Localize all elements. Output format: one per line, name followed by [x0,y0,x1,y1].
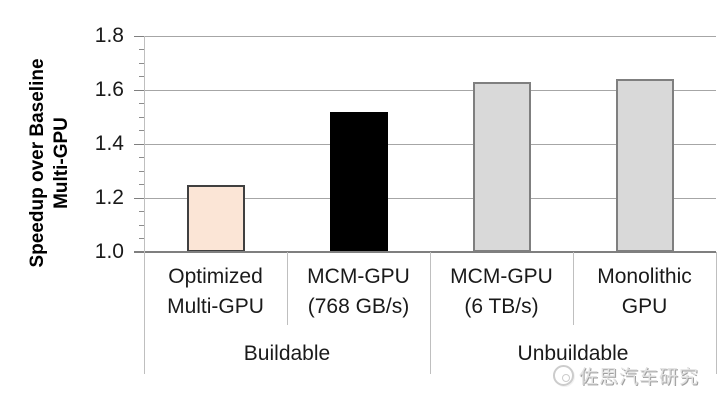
bar [186,184,245,252]
y-axis-minor-tick [139,130,144,131]
y-axis-major-tick [134,35,144,37]
category-label: MCM-GPU (768 GB/s) [287,262,430,322]
car-logo-icon [553,364,574,386]
y-axis-minor-tick [139,62,144,64]
y-axis-minor-tick [139,184,144,185]
y-tick-label: 1.4 [94,132,124,155]
y-axis-major-tick [134,143,144,145]
y-axis-major-tick [134,197,144,199]
category-label-line: (768 GB/s) [307,295,410,318]
bar [615,79,674,252]
category-label: MCM-GPU (6 TB/s) [430,262,573,322]
category-label: Optimized Multi-GPU [144,262,287,322]
y-tick-label: 1.0 [94,240,124,263]
y-axis-minor-tick [139,76,144,77]
category-label-line: MCM-GPU [450,265,553,288]
category-label-line: Optimized [168,265,263,288]
group-divider [429,252,431,374]
category-label-line: (6 TB/s) [464,295,539,318]
category-label-line: GPU [621,295,668,318]
group-label: Unbuildable [517,342,629,365]
bar [329,111,388,252]
category-label-line: Multi-GPU [167,295,264,318]
gridline [144,143,716,145]
y-axis-minor-tick [139,224,144,226]
watermark: 佐思汽车研究 [553,362,699,388]
category-divider [286,252,288,325]
y-tick-label: 1.2 [94,186,124,209]
gridline [144,197,716,199]
group-label: Buildable [243,342,331,365]
gridline [144,35,716,37]
y-axis-major-tick [134,89,144,91]
category-label-line: Monolithic [597,265,692,288]
group-divider [143,36,145,374]
y-axis-minor-tick [139,103,144,104]
group-divider [715,252,717,374]
category-label-line: MCM-GPU [307,265,410,288]
y-axis-minor-tick [139,116,144,118]
watermark-text: 佐思汽车研究 [579,366,700,388]
bar [472,81,531,252]
category-divider [572,252,574,325]
category-label: Monolithic GPU [573,262,716,322]
y-axis-minor-tick [139,211,144,212]
y-axis-minor-tick [139,170,144,172]
y-axis-minor-tick [139,238,144,239]
y-tick-label: 1.6 [94,78,124,101]
gridline [144,89,716,91]
y-axis-minor-tick [139,157,144,158]
y-axis-minor-tick [139,49,144,50]
x-axis-baseline [134,251,716,253]
y-tick-label: 1.8 [94,24,124,47]
